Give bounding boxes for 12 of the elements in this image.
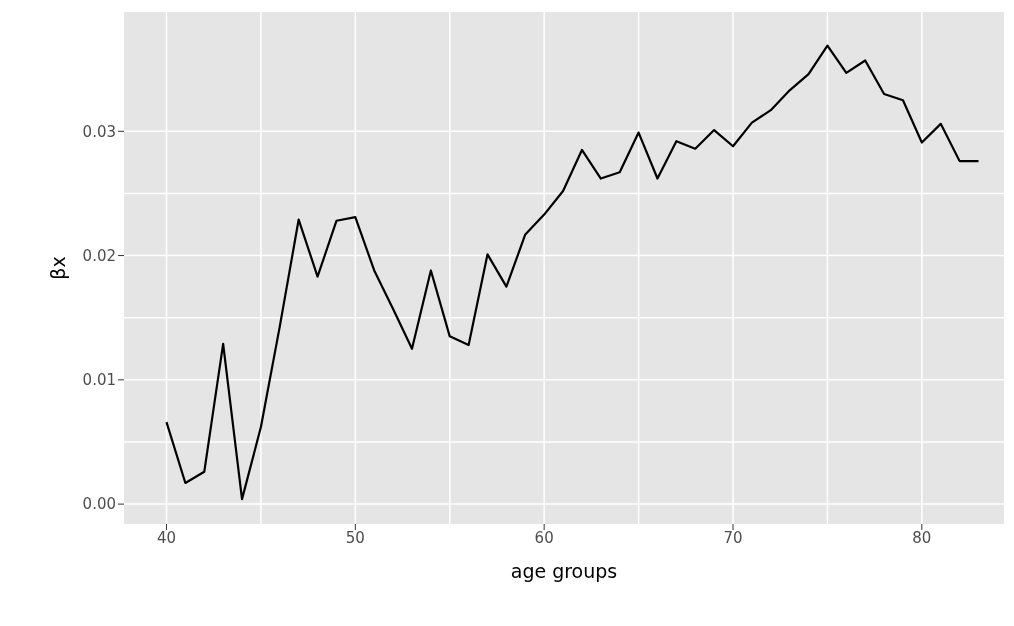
y-tick-label: 0.00: [82, 495, 116, 514]
y-tick-label: 0.02: [82, 246, 116, 265]
line-series: [165, 44, 980, 501]
y-tick-label: 0.01: [82, 371, 116, 390]
x-tick-label: 40: [156, 528, 177, 547]
x-tick-label: 80: [912, 528, 932, 547]
y-tick-label: 0.03: [82, 122, 116, 141]
x-tick-label: 70: [723, 528, 743, 547]
x-tick-label: 50: [345, 528, 365, 547]
y-axis-title: βx: [46, 256, 69, 280]
x-axis-title: age groups: [510, 560, 618, 582]
x-tick-label: 60: [534, 528, 554, 547]
